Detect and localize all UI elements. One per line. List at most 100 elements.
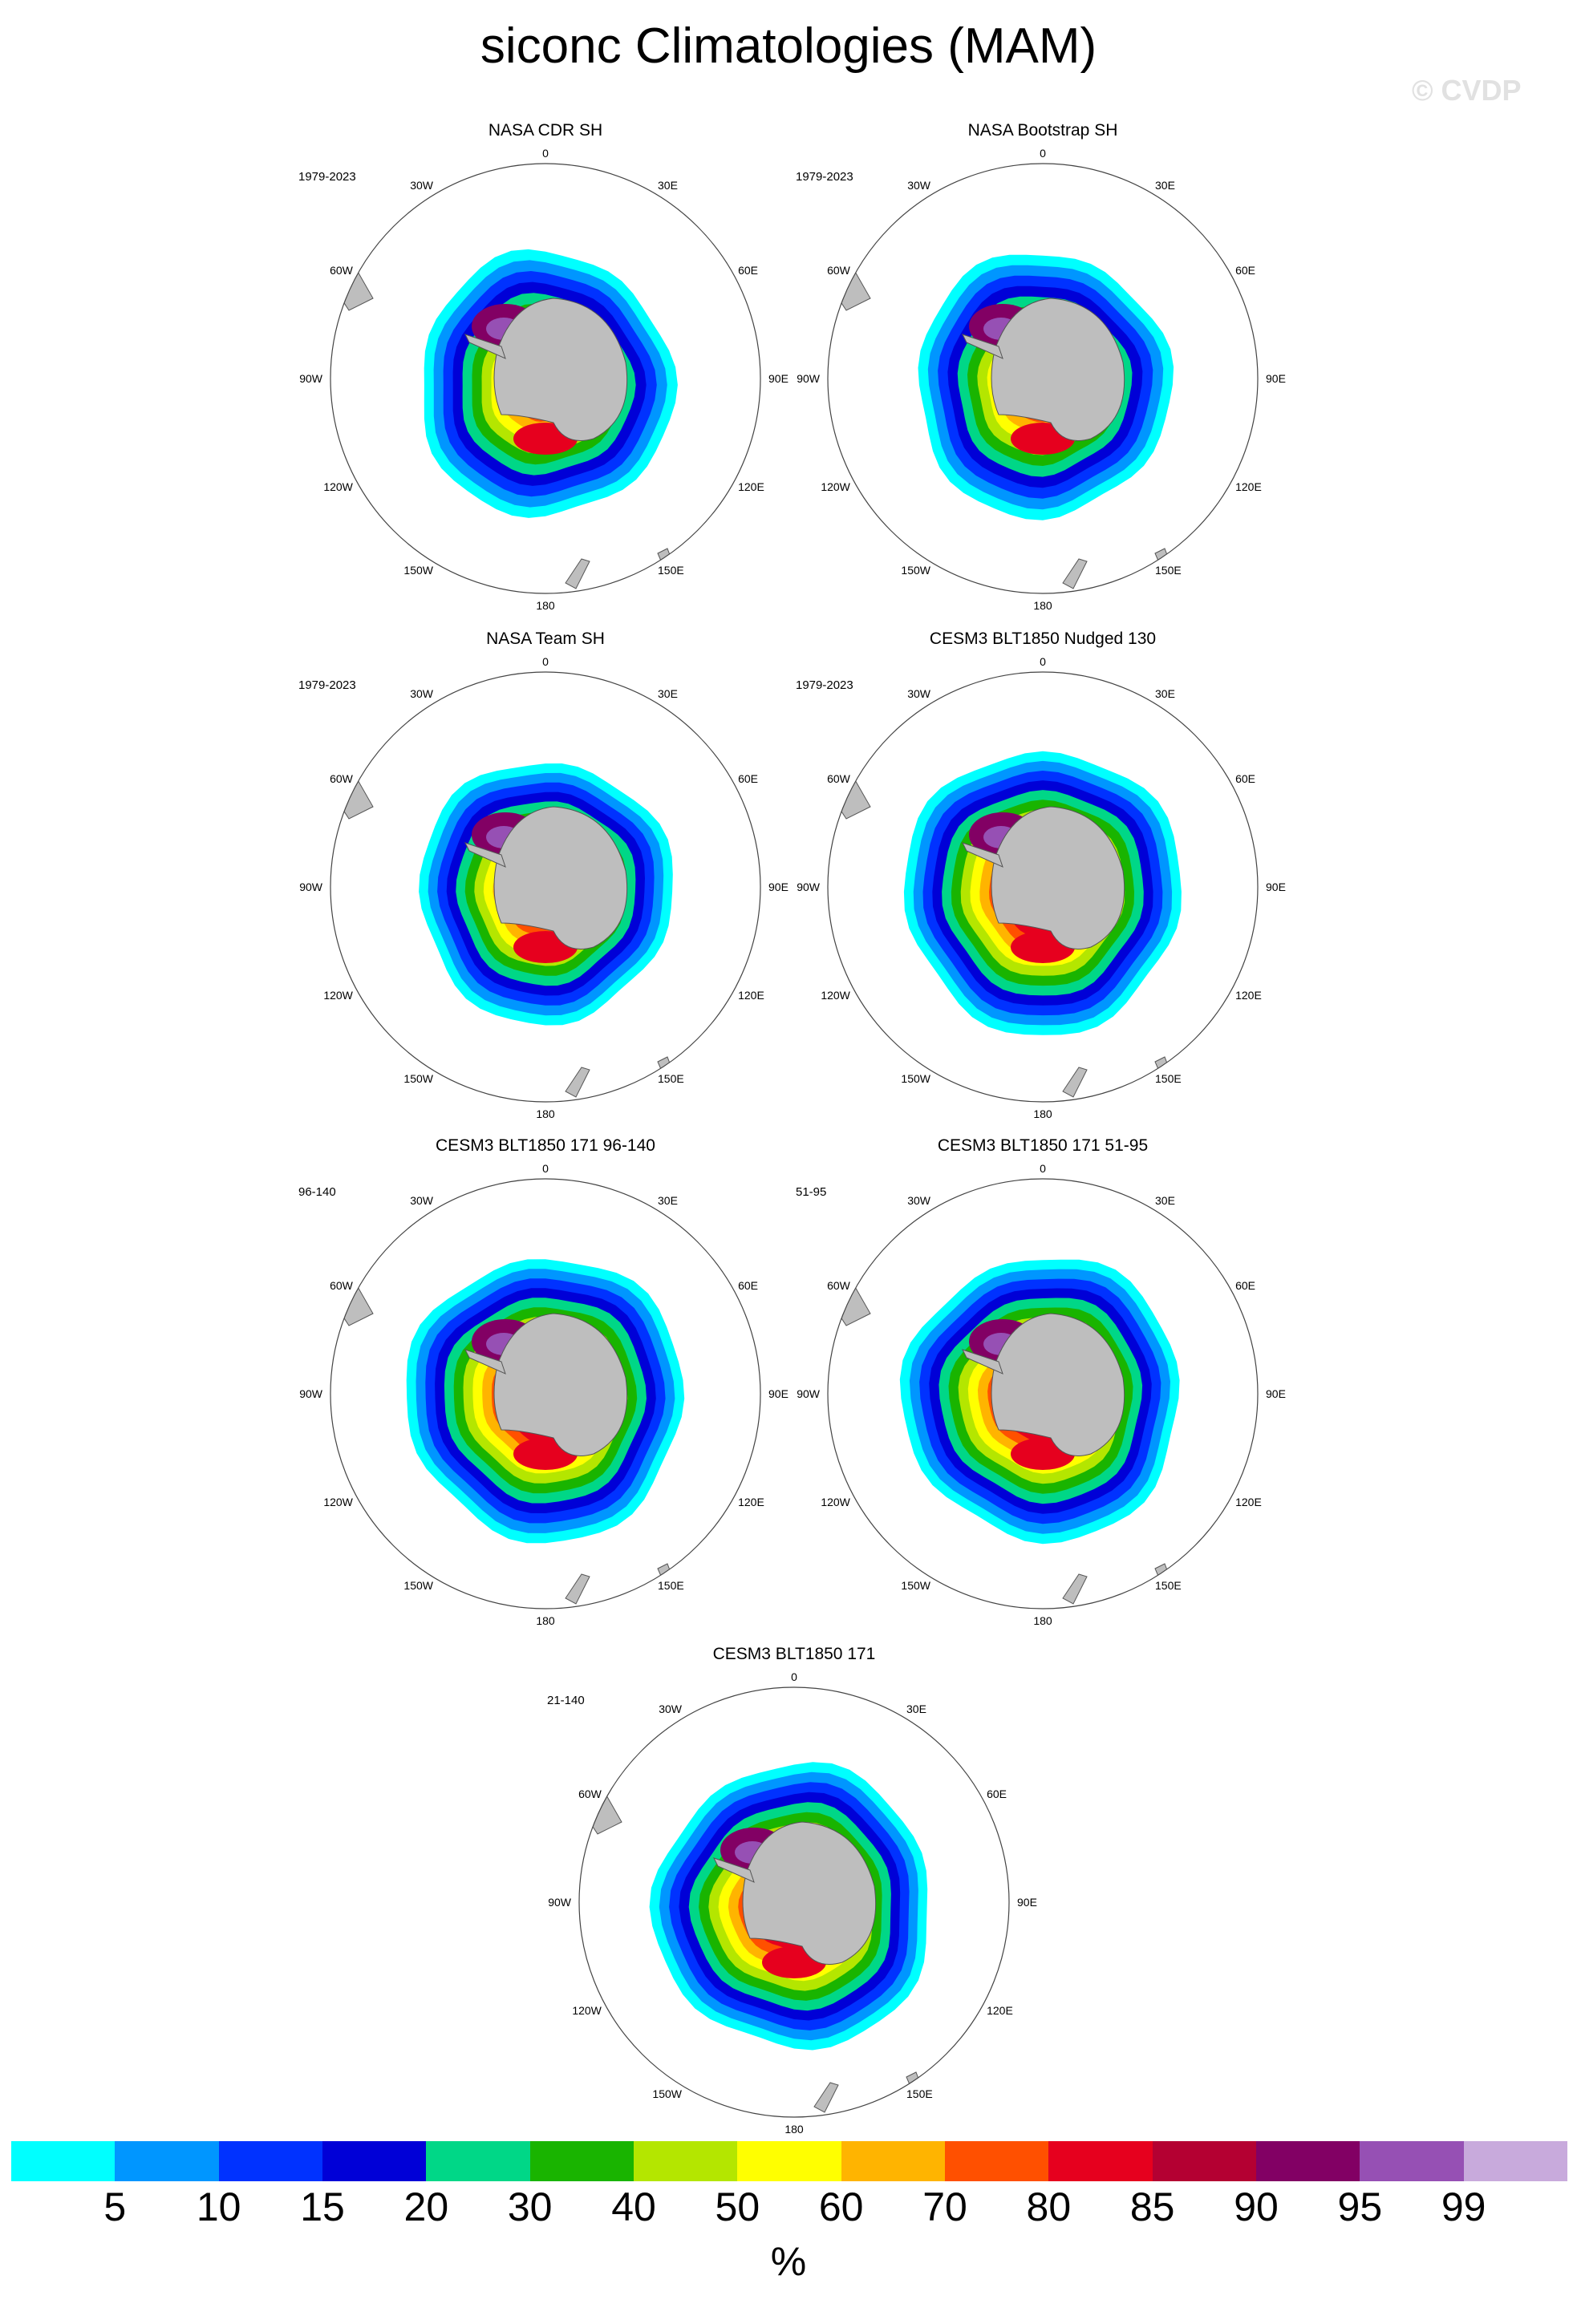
longitude-label: 30W (907, 1194, 931, 1207)
colorbar-tick-label: 30 (507, 2184, 553, 2229)
panel-period-label: 1979-2023 (796, 170, 853, 184)
colorbar-tick-label: 80 (1026, 2184, 1072, 2229)
colorbar-tick-label: 10 (196, 2184, 241, 2229)
polar-map: 0 30E 60E 90E 120E 150E 180 150W 120W 90W 60W 30W (299, 147, 788, 612)
longitude-label: 150W (403, 564, 433, 577)
colorbar-tick-label: 85 (1129, 2184, 1175, 2229)
longitude-label: 150E (1155, 1579, 1182, 1592)
colorbar-swatch (1152, 2141, 1256, 2181)
longitude-label: 180 (536, 1107, 555, 1120)
antarctica-landmass (493, 806, 628, 949)
longitude-label: 60W (578, 1788, 602, 1800)
longitude-label: 120E (1235, 1496, 1262, 1508)
longitude-label: 90W (797, 1387, 821, 1400)
map-panel: NASA Team SH 1979-2023 0 30E 60E 90E 120E 150E 1… (257, 629, 834, 1142)
longitude-label: 0 (1040, 655, 1046, 668)
longitude-label: 30E (1155, 1194, 1175, 1207)
longitude-label: 90W (299, 1387, 323, 1400)
colorbar-swatch (1360, 2141, 1464, 2181)
figure-title: siconc Climatologies (MAM) (480, 18, 1097, 74)
colorbar-swatch (218, 2141, 322, 2181)
map-boundary-circle (827, 163, 1259, 594)
longitude-label: 120W (572, 2004, 602, 2017)
antarctica-landmass (493, 298, 628, 441)
antarctic-peninsula (464, 334, 506, 359)
longitude-label: 120W (323, 989, 353, 1002)
colorbar-swatch (737, 2141, 841, 2181)
colorbar-swatch (322, 2141, 427, 2181)
panel-title: NASA Team SH (486, 630, 605, 648)
colorbar-tick-labels: 5 10 15 20 30 40 50 60 70 80 85 90 95 99 (11, 2183, 1567, 2231)
antarctic-peninsula (962, 842, 1003, 868)
map-boundary-circle (827, 671, 1259, 1103)
longitude-label: 30E (658, 687, 678, 700)
panel-title: NASA Bootstrap SH (967, 121, 1118, 140)
longitude-label: 60E (1235, 264, 1255, 277)
longitude-label: 30W (907, 179, 931, 192)
colorbar-swatch (1255, 2141, 1360, 2181)
colorbar-tick-label: 99 (1441, 2184, 1486, 2229)
colorbar-swatch (633, 2141, 738, 2181)
longitude-label: 150E (1155, 1072, 1182, 1085)
longitude-label: 90W (299, 372, 323, 385)
longitude-label: 150W (652, 2087, 682, 2100)
antarctic-peninsula (713, 1857, 755, 1883)
polar-map: 0 30E 60E 90E 120E 150E 180 150W 120W 90W 60W 30W (797, 655, 1286, 1120)
panel-period-label: 21-140 (547, 1694, 585, 1707)
longitude-label: 90E (768, 881, 788, 893)
map-panel: CESM3 BLT1850 171 96-140 96-140 0 30E 60E 90E… (257, 1136, 834, 1649)
longitude-label: 60E (1235, 772, 1255, 785)
longitude-label: 30E (1155, 179, 1175, 192)
colorbar-tick-label: 40 (611, 2184, 656, 2229)
panel-period-label: 1979-2023 (298, 170, 356, 184)
longitude-label: 90E (1266, 372, 1286, 385)
longitude-label: 60W (827, 772, 851, 785)
antarctica-landmass (991, 1313, 1125, 1456)
longitude-label: 30E (906, 1703, 926, 1715)
longitude-label: 90E (1266, 881, 1286, 893)
longitude-label: 150W (901, 1072, 930, 1085)
longitude-label: 30W (410, 179, 434, 192)
longitude-label: 0 (1040, 147, 1046, 160)
new-zealand-landmass (565, 1067, 590, 1098)
colorbar-swatch (944, 2141, 1049, 2181)
antarctica-landmass (991, 298, 1125, 441)
colorbar-tick-label: 20 (403, 2184, 449, 2229)
new-zealand-landmass (813, 2082, 839, 2113)
new-zealand-landmass (565, 1573, 590, 1605)
panel-period-label: 96-140 (298, 1185, 336, 1199)
longitude-label: 60E (738, 772, 758, 785)
map-boundary-circle (578, 1686, 1010, 2118)
antarctic-peninsula (464, 1349, 506, 1375)
colorbar-tick-label: 5 (103, 2184, 127, 2229)
antarctic-peninsula (962, 1349, 1003, 1375)
longitude-label: 150W (403, 1072, 433, 1085)
longitude-label: 90E (768, 1387, 788, 1400)
longitude-label: 150W (901, 1579, 930, 1592)
longitude-label: 150E (1155, 564, 1182, 577)
map-panel: NASA CDR SH 1979-2023 0 30E 60E 90E 120E 150E 18… (257, 120, 834, 634)
longitude-label: 150W (403, 1579, 433, 1592)
longitude-label: 150E (658, 1579, 684, 1592)
longitude-label: 90E (1266, 1387, 1286, 1400)
colorbar-swatch (529, 2141, 634, 2181)
longitude-label: 120E (738, 480, 764, 493)
longitude-label: 0 (542, 655, 549, 668)
panel-title: CESM3 BLT1850 171 (712, 1645, 876, 1663)
antarctic-peninsula (962, 334, 1003, 359)
antarctica-landmass (493, 1313, 628, 1456)
polar-map: 0 30E 60E 90E 120E 150E 180 150W 120W 90W 60W 30W (548, 1670, 1037, 2136)
longitude-label: 30E (658, 179, 678, 192)
longitude-label: 30W (659, 1703, 683, 1715)
colorbar-swatch (115, 2141, 219, 2181)
longitude-label: 120W (821, 1496, 850, 1508)
longitude-label: 120W (821, 480, 850, 493)
map-boundary-circle (330, 163, 761, 594)
colorbar-swatch (1048, 2141, 1153, 2181)
panel-title: NASA CDR SH (488, 121, 603, 140)
longitude-label: 150E (658, 564, 684, 577)
panel-title: CESM3 BLT1850 171 96-140 (436, 1136, 655, 1155)
polar-map: 0 30E 60E 90E 120E 150E 180 150W 120W 90W 60W 30W (797, 1162, 1286, 1627)
colorbar-tick-label: 15 (300, 2184, 345, 2229)
longitude-label: 180 (1033, 599, 1052, 612)
